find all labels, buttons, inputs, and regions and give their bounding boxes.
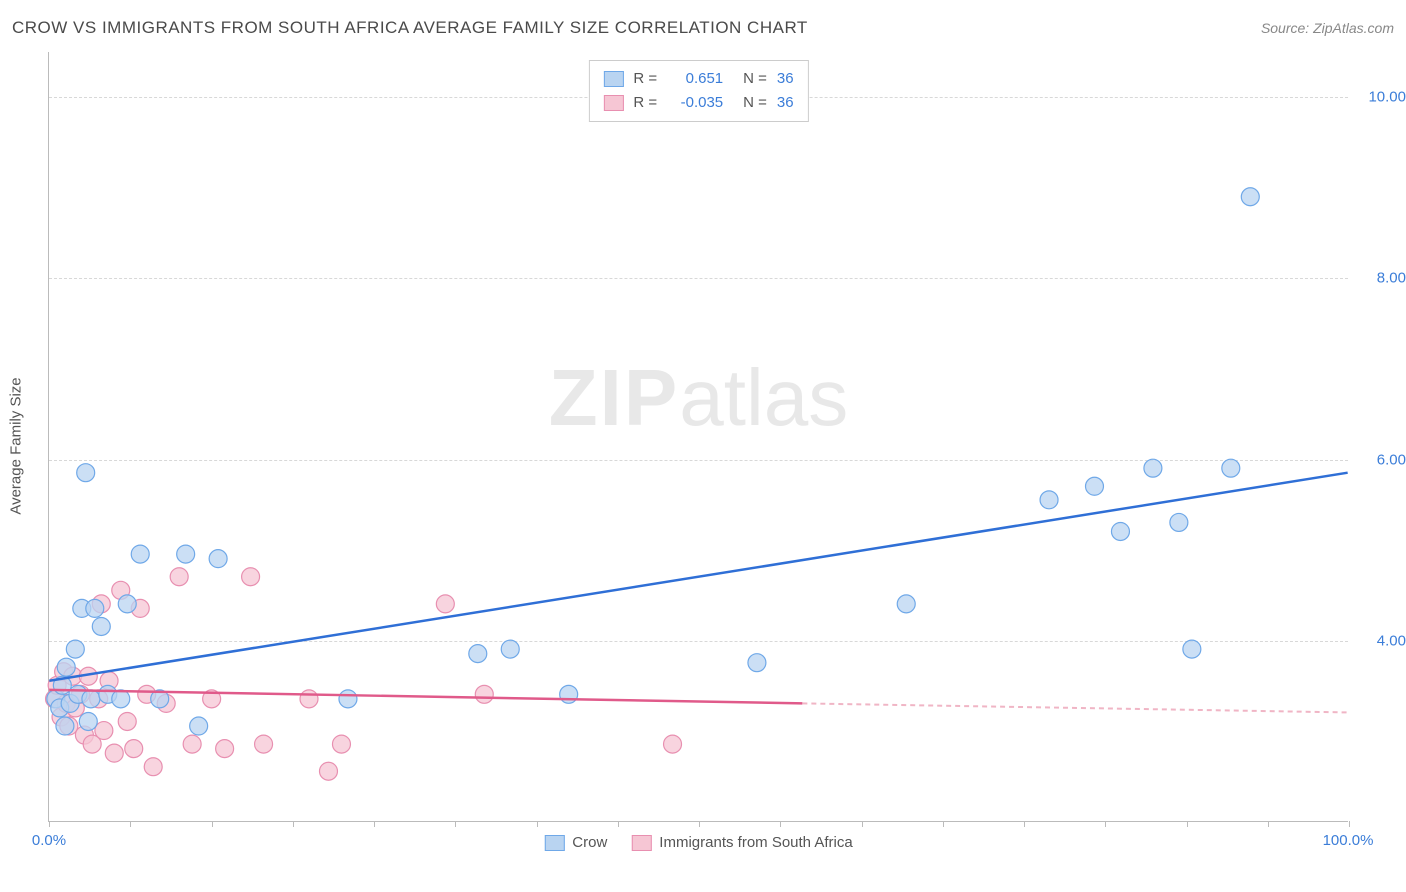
legend-swatch-immigrants (603, 95, 623, 111)
y-tick-label: 6.00 (1356, 451, 1406, 468)
y-tick-label: 4.00 (1356, 632, 1406, 649)
x-tick (130, 821, 131, 827)
x-tick (1268, 821, 1269, 827)
chart-title: CROW VS IMMIGRANTS FROM SOUTH AFRICA AVE… (12, 18, 808, 38)
x-tick (780, 821, 781, 827)
x-tick (212, 821, 213, 827)
correlation-legend: R = 0.651 N = 36 R = -0.035 N = 36 (588, 60, 808, 122)
x-tick (455, 821, 456, 827)
x-tick (943, 821, 944, 827)
x-tick (1187, 821, 1188, 827)
legend-swatch-crow-icon (544, 835, 564, 851)
legend-item-crow: Crow (544, 834, 607, 851)
x-tick (862, 821, 863, 827)
x-tick (1024, 821, 1025, 827)
x-tick (537, 821, 538, 827)
chart-source: Source: ZipAtlas.com (1261, 20, 1394, 36)
legend-row-crow: R = 0.651 N = 36 (603, 67, 793, 91)
legend-swatch-crow (603, 71, 623, 87)
legend-row-immigrants: R = -0.035 N = 36 (603, 91, 793, 115)
legend-swatch-immigrants-icon (631, 835, 651, 851)
chart-header: CROW VS IMMIGRANTS FROM SOUTH AFRICA AVE… (12, 18, 1394, 38)
x-tick (1105, 821, 1106, 827)
x-tick (49, 821, 50, 827)
plot-area: ZIPatlas R = 0.651 N = 36 R = -0.035 N =… (48, 52, 1348, 822)
x-tick (293, 821, 294, 827)
chart-svg (49, 52, 1348, 821)
x-tick (374, 821, 375, 827)
x-tick (618, 821, 619, 827)
x-axis-max-label: 100.0% (1323, 832, 1374, 849)
x-axis-min-label: 0.0% (32, 832, 66, 849)
series-legend: Crow Immigrants from South Africa (544, 834, 852, 851)
y-tick-label: 8.00 (1356, 270, 1406, 287)
x-tick (1349, 821, 1350, 827)
legend-item-immigrants: Immigrants from South Africa (631, 834, 852, 851)
y-axis-title: Average Family Size (8, 377, 25, 514)
x-tick (699, 821, 700, 827)
y-tick-label: 10.00 (1356, 89, 1406, 106)
